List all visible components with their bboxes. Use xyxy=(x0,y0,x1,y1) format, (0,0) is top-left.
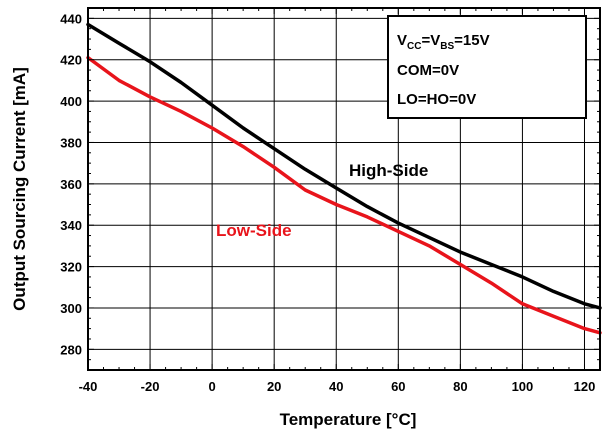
x-tick-label: 120 xyxy=(574,379,596,394)
y-tick-label: 440 xyxy=(60,11,82,26)
y-tick-label: 360 xyxy=(60,177,82,192)
x-tick-label: -20 xyxy=(141,379,160,394)
x-tick-label: -40 xyxy=(79,379,98,394)
x-tick-label: 60 xyxy=(391,379,405,394)
y-tick-label: 300 xyxy=(60,301,82,316)
y-axis-title: Output Sourcing Current [mA] xyxy=(10,67,29,311)
legend-subscript: BS xyxy=(440,41,454,52)
x-axis-title: Temperature [°C] xyxy=(280,410,417,429)
legend-line: LO=HO=0V xyxy=(397,91,476,108)
legend-line: VCC=VBS=15V xyxy=(397,32,490,52)
legend-text-part: V xyxy=(397,32,407,49)
conditions-legend: VCC=VBS=15V COM=0V LO=HO=0V xyxy=(387,15,587,119)
legend-text-part: =15V xyxy=(454,32,489,49)
x-tick-label: 40 xyxy=(329,379,343,394)
series-lines xyxy=(86,22,602,335)
legend-text-part: LO=HO=0V xyxy=(397,91,476,108)
legend-text-part: COM=0V xyxy=(397,62,459,79)
y-tick-label: 320 xyxy=(60,260,82,275)
series-line-low-side xyxy=(86,55,602,335)
y-tick-label: 340 xyxy=(60,218,82,233)
y-tick-label: 380 xyxy=(60,135,82,150)
y-tick-label: 420 xyxy=(60,53,82,68)
y-tick-label: 400 xyxy=(60,94,82,109)
legend-text-part: =V xyxy=(421,32,440,49)
x-tick-label: 80 xyxy=(453,379,467,394)
legend-line: COM=0V xyxy=(397,62,459,79)
y-tick-labels: 280 300 320 340 360 380 400 420 440 xyxy=(60,11,82,357)
y-tick-label: 280 xyxy=(60,342,82,357)
series-label-high-side: High-Side xyxy=(349,161,428,180)
x-tick-label: 100 xyxy=(512,379,534,394)
legend-subscript: CC xyxy=(407,41,421,52)
axis-ticks xyxy=(87,7,601,371)
x-tick-labels: -40 -20 0 20 40 60 80 100 120 xyxy=(79,379,596,394)
series-line-high-side xyxy=(86,22,602,310)
legend-frame xyxy=(387,15,587,119)
x-tick-label: 20 xyxy=(267,379,281,394)
x-tick-label: 0 xyxy=(209,379,216,394)
series-label-low-side: Low-Side xyxy=(216,221,292,240)
plot-frame xyxy=(87,7,601,371)
